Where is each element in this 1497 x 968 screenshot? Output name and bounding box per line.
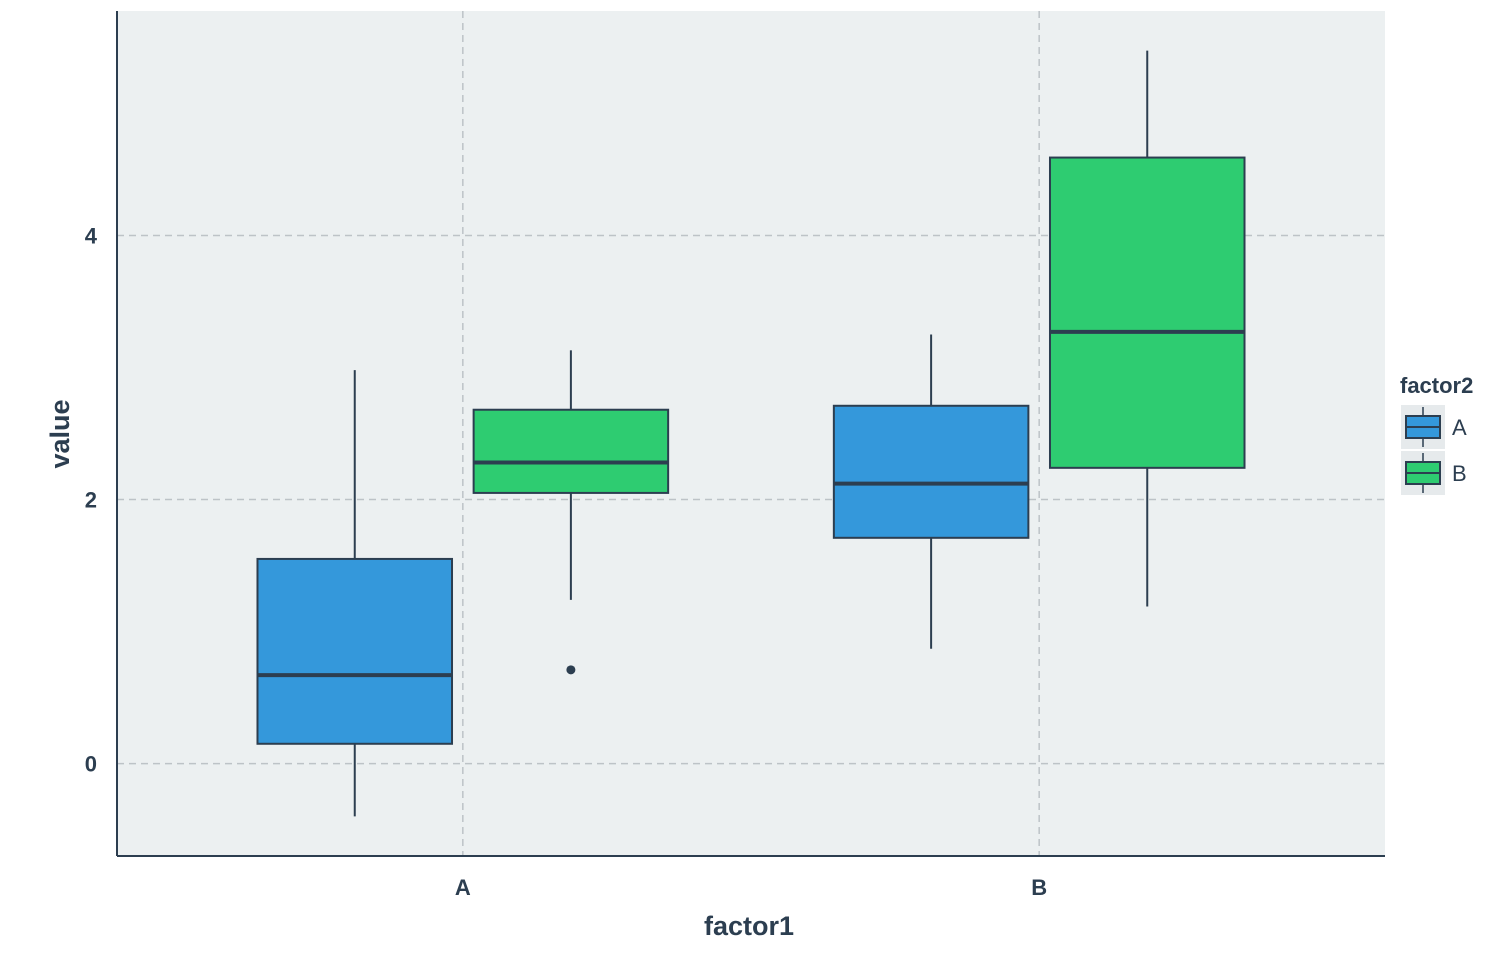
y-tick-label: 4 <box>85 223 98 248</box>
y-tick-label: 2 <box>85 488 97 513</box>
x-tick-label: A <box>455 875 471 900</box>
boxes <box>256 50 1246 817</box>
legend-label: A <box>1452 415 1467 440</box>
x-tick-label: B <box>1031 875 1047 900</box>
box-iqr <box>832 404 1030 539</box>
box-iqr <box>256 557 454 745</box>
legend-item-b: B <box>1401 451 1467 495</box>
y-tick-label: 0 <box>85 752 97 777</box>
legend-item-a: A <box>1401 405 1467 449</box>
legend-title: factor2 <box>1400 373 1473 398</box>
box-iqr <box>472 408 670 494</box>
legend-label: B <box>1452 461 1467 486</box>
box-b-b <box>1048 50 1246 607</box>
outlier-point <box>566 665 576 675</box>
x-axis-title: factor1 <box>704 911 794 941</box>
y-axis-title: value <box>45 399 75 468</box>
legend: factor2 AB <box>1400 373 1473 495</box>
box-a-b <box>832 334 1030 649</box>
box-b-a <box>472 350 670 675</box>
legend-items: AB <box>1401 405 1467 495</box>
box-a-a <box>256 370 454 817</box>
box-iqr <box>1048 156 1246 469</box>
y-tick-labels: 0 2 4 <box>85 223 98 776</box>
